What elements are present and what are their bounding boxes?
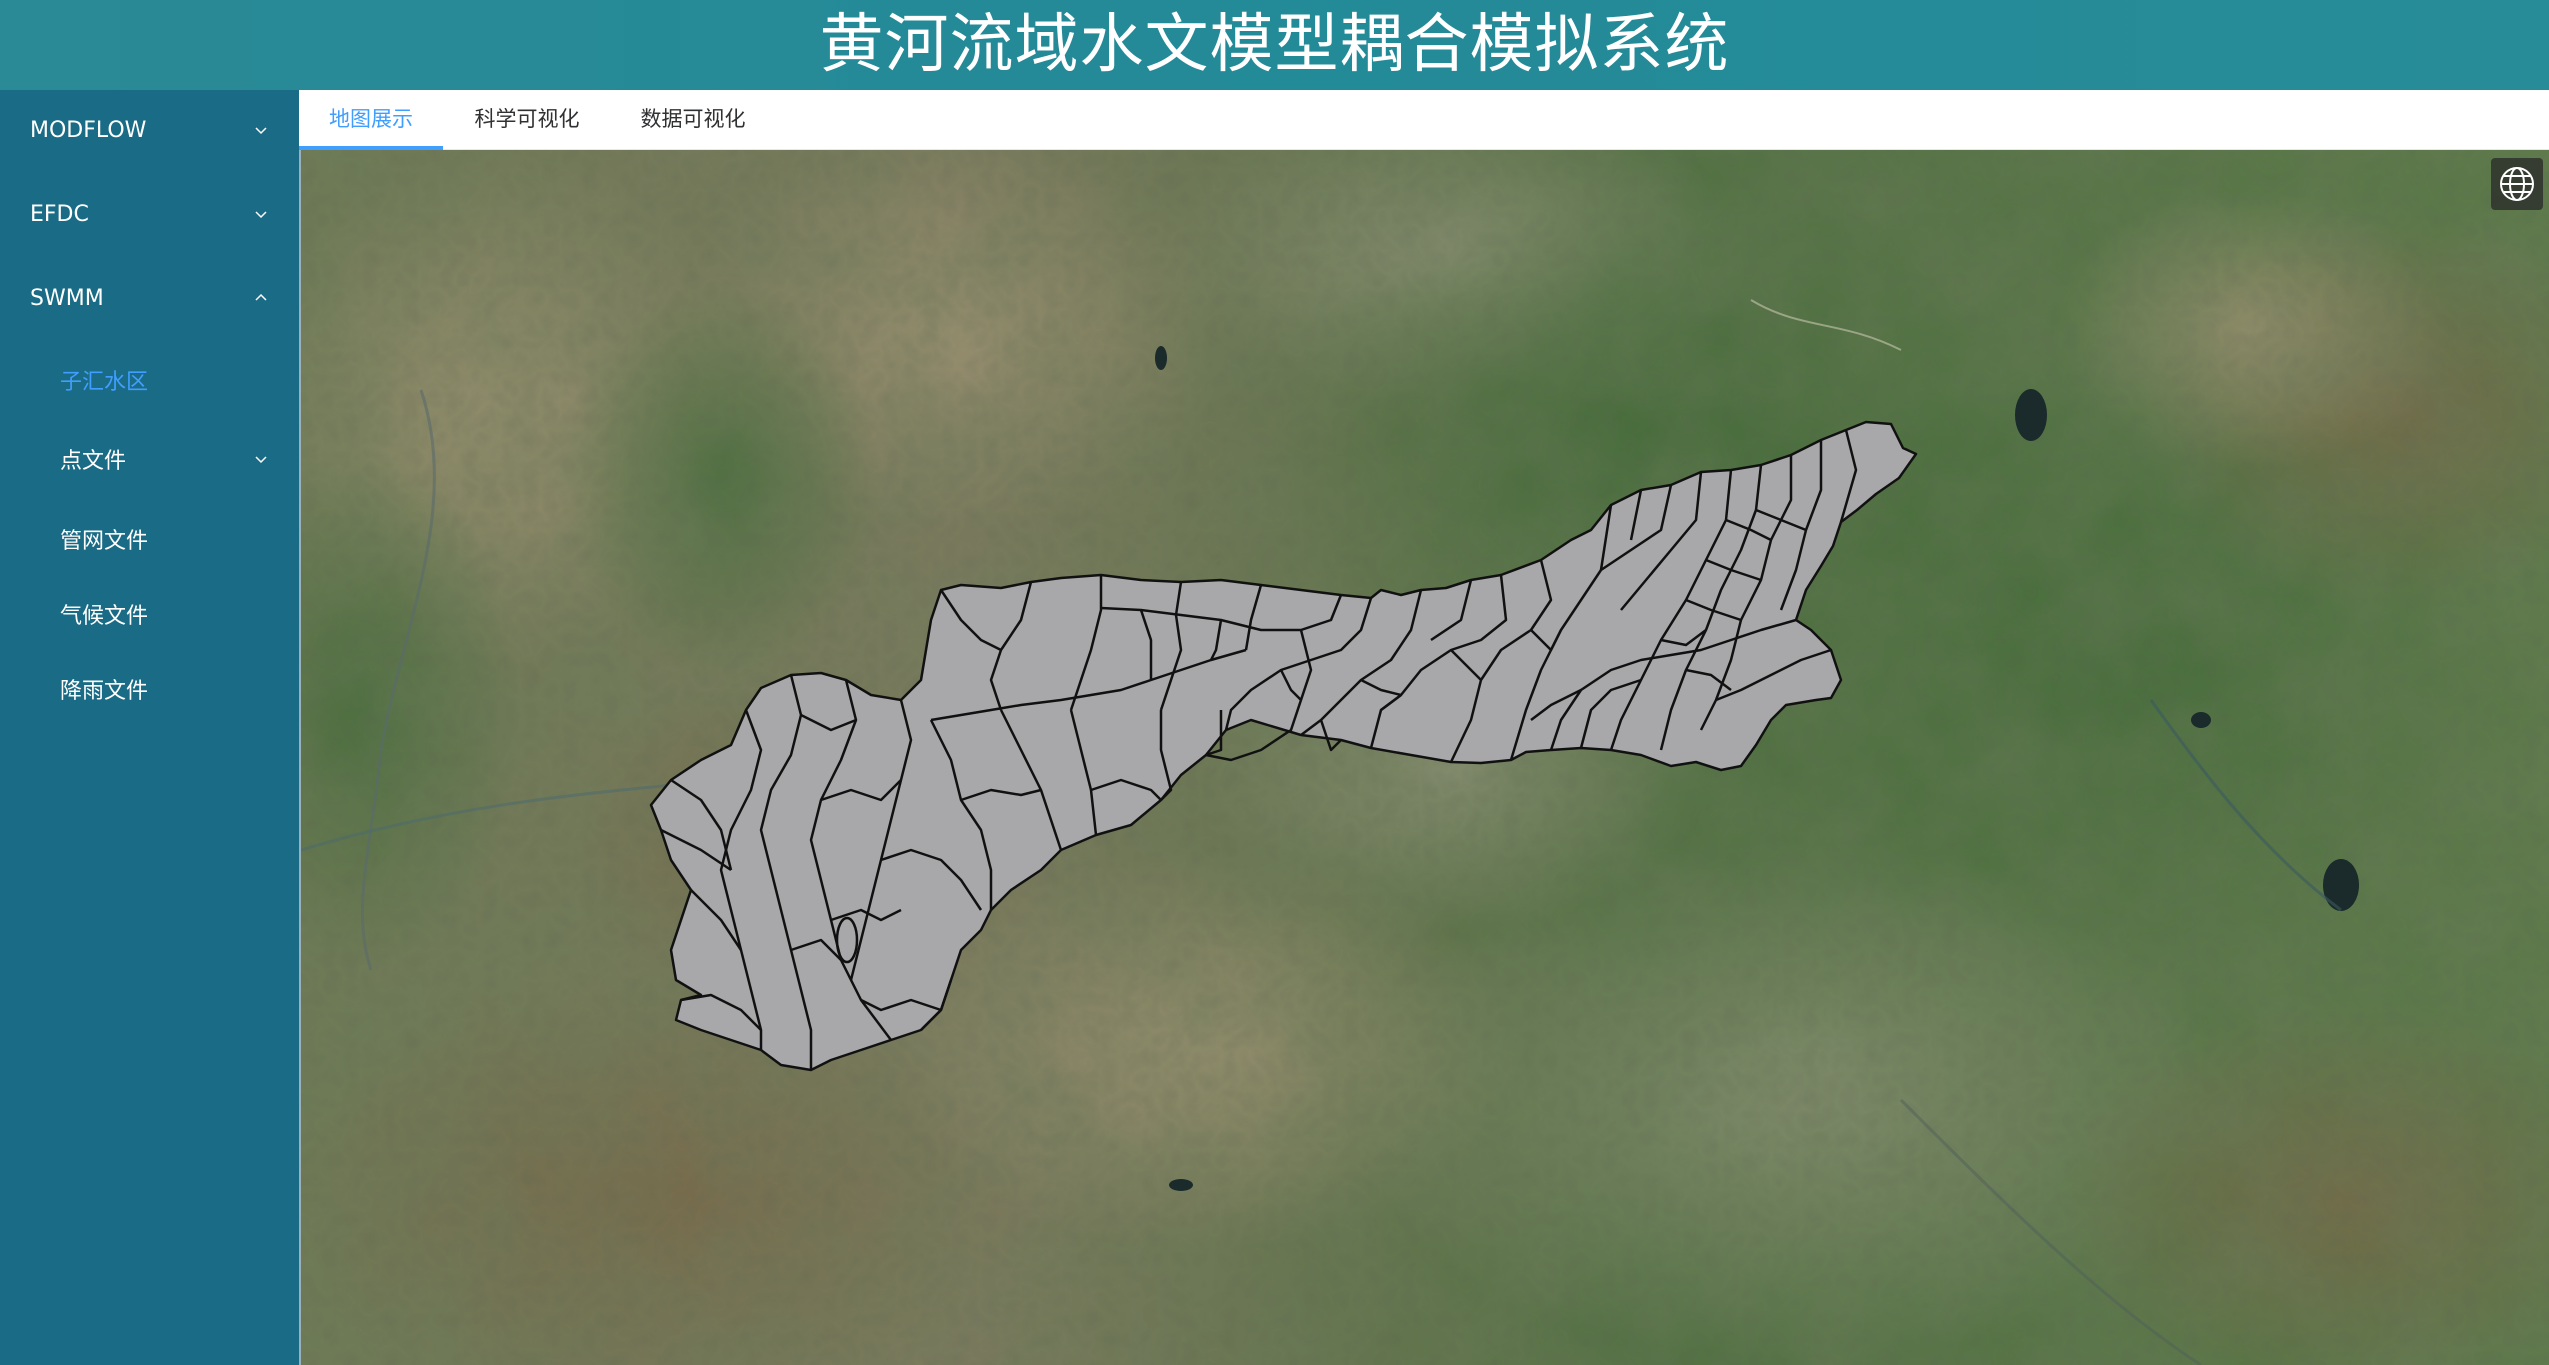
- map-canvas[interactable]: [301, 150, 2549, 1365]
- active-tab-indicator: [299, 146, 443, 150]
- chevron-up-icon: [255, 293, 267, 301]
- sidebar-item-label: SWMM: [30, 285, 104, 311]
- subcatchments-layer[interactable]: [649, 420, 1918, 1072]
- sidebar-item-modflow[interactable]: MODFLOW: [0, 100, 299, 160]
- map-view[interactable]: [299, 150, 2549, 1365]
- tab-scientific-visualization[interactable]: 科学可视化: [474, 107, 580, 131]
- watershed-outline: [649, 420, 1918, 1072]
- tab-map-display[interactable]: 地图展示: [329, 107, 413, 131]
- app-header: 黄河流域水文模型耦合模拟系统: [0, 0, 2549, 90]
- sidebar-item-point-files[interactable]: 点文件: [0, 429, 299, 489]
- sidebar-item-label: 点文件: [60, 449, 127, 474]
- sidebar-item-label: 子汇水区: [60, 370, 149, 395]
- sidebar-item-climate-files[interactable]: 气候文件: [0, 584, 299, 644]
- sidebar-item-swmm[interactable]: SWMM: [0, 268, 299, 328]
- sidebar-item-efdc[interactable]: EFDC: [0, 184, 299, 244]
- tab-bar: 地图展示 科学可视化 数据可视化: [299, 90, 2549, 150]
- sidebar-item-label: MODFLOW: [30, 117, 147, 143]
- tab-data-visualization[interactable]: 数据可视化: [640, 107, 746, 131]
- sidebar-item-subcatchments[interactable]: 子汇水区: [0, 350, 299, 410]
- sidebar-item-pipe-network-files[interactable]: 管网文件: [0, 509, 299, 569]
- sidebar-item-rainfall-files[interactable]: 降雨文件: [0, 659, 299, 719]
- chevron-down-icon: [255, 211, 267, 219]
- sidebar-item-label: 管网文件: [60, 529, 149, 554]
- sidebar: MODFLOW EFDC SWMM 子汇水区 点文件 管网文件 气候文件 降雨文…: [0, 90, 299, 1365]
- sidebar-item-label: EFDC: [30, 201, 89, 227]
- basemap-switch-button[interactable]: [2491, 158, 2543, 210]
- app-title: 黄河流域水文模型耦合模拟系统: [819, 8, 1730, 82]
- sidebar-item-label: 气候文件: [60, 604, 149, 629]
- chevron-down-icon: [255, 456, 267, 464]
- sidebar-item-label: 降雨文件: [60, 679, 149, 704]
- chevron-down-icon: [255, 127, 267, 135]
- globe-icon: [2500, 167, 2534, 201]
